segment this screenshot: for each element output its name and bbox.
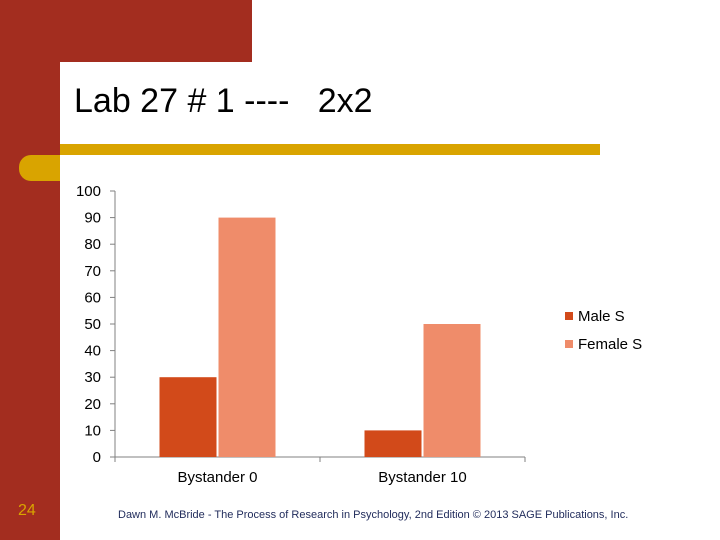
y-tick-label: 50 — [84, 316, 101, 333]
x-tick-label: Bystander 10 — [378, 469, 466, 486]
bar-female — [218, 217, 276, 457]
legend-label: Female S — [578, 336, 642, 353]
legend: Male S Female S — [565, 308, 642, 353]
y-tick-label: 0 — [93, 449, 101, 466]
slide-left-band — [0, 0, 60, 540]
y-tick-label: 80 — [84, 236, 101, 253]
legend-swatch — [565, 312, 573, 320]
x-tick-label: Bystander 0 — [177, 469, 257, 486]
bar-female — [423, 324, 481, 457]
y-tick-label: 20 — [84, 396, 101, 413]
y-axis: 0 10 20 30 40 50 60 70 80 90 100 — [76, 183, 116, 466]
footer-citation: Dawn M. McBride - The Process of Researc… — [118, 509, 629, 521]
slide-title: Lab 27 # 1 ---- 2x2 — [74, 82, 373, 120]
bar-male — [364, 430, 422, 457]
bar-male — [159, 377, 217, 457]
slide-top-band — [0, 0, 252, 62]
y-tick-label: 100 — [76, 183, 101, 200]
x-axis: Bystander 0 Bystander 10 — [114, 456, 526, 486]
y-tick-label: 10 — [84, 422, 101, 439]
y-tick-label: 60 — [84, 289, 101, 306]
y-tick-label: 30 — [84, 369, 101, 386]
legend-label: Male S — [578, 308, 625, 325]
y-tick-label: 40 — [84, 343, 101, 360]
legend-swatch — [565, 340, 573, 348]
y-tick-label: 70 — [84, 263, 101, 280]
page-number: 24 — [18, 502, 36, 519]
bars — [159, 217, 481, 457]
title-underline-bar — [60, 144, 600, 155]
y-tick-label: 90 — [84, 210, 101, 227]
gold-tab — [19, 155, 49, 181]
